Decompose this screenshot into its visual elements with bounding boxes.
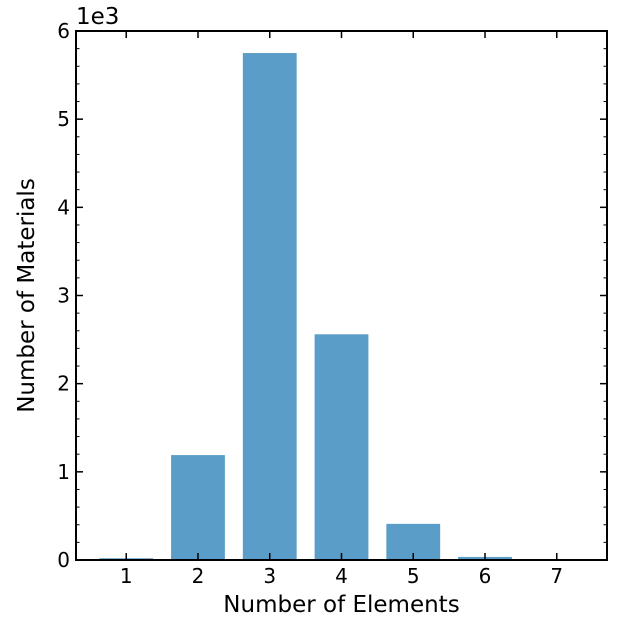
x-axis-title: Number of Elements (223, 592, 459, 618)
ticks: 1 2 3 4 5 6 7 0 1 2 3 4 5 6 (57, 19, 607, 588)
x-tick-label-4: 4 (335, 564, 348, 588)
y-scale-label: 1e3 (76, 4, 119, 30)
y-tick-label-2: 2 (57, 372, 70, 396)
bar-2 (171, 455, 225, 560)
y-axis-title: Number of Materials (14, 178, 40, 413)
y-tick-label-4: 4 (57, 195, 70, 219)
x-tick-label-1: 1 (120, 564, 133, 588)
x-tick-label-2: 2 (192, 564, 205, 588)
y-tick-label-3: 3 (57, 284, 70, 308)
bar-3 (242, 53, 297, 561)
x-tick-label-7: 7 (550, 564, 563, 588)
y-tick-label-1: 1 (57, 460, 70, 484)
bars (99, 53, 584, 561)
x-tick-label-3: 3 (263, 564, 276, 588)
x-tick-label-6: 6 (479, 564, 492, 588)
plot-frame (75, 30, 608, 561)
bar-4 (314, 334, 369, 560)
x-tick-label-5: 5 (407, 564, 420, 588)
y-tick-label-6: 6 (57, 19, 70, 43)
y-tick-label-5: 5 (57, 107, 70, 131)
y-tick-label-0: 0 (57, 548, 70, 572)
